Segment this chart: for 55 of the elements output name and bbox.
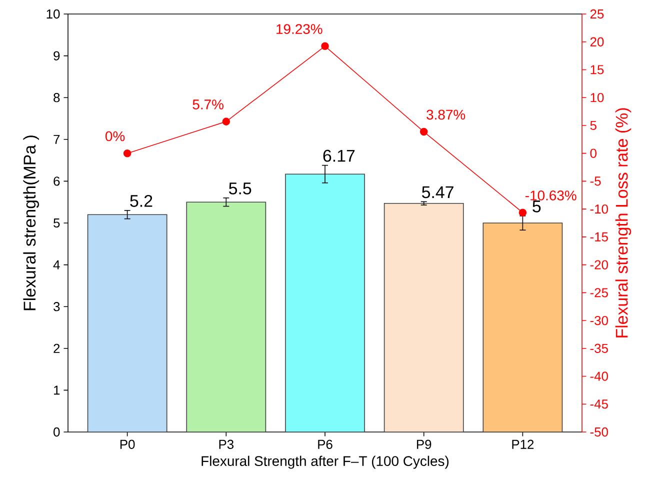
bar [186, 202, 266, 432]
y2-tick-label: -35 [590, 344, 608, 353]
x-tick-label: P12 [512, 440, 534, 449]
y2-tick-label: -30 [590, 316, 608, 326]
y2-tick-label: -15 [590, 232, 608, 242]
point [518, 208, 527, 216]
y2-tick-label: -45 [590, 400, 608, 409]
y-tick-label: 7 [54, 134, 60, 144]
y2-tick-label: -25 [590, 288, 608, 298]
data-label: 6.17 [323, 150, 355, 162]
y2-tick-label: 0 [590, 148, 596, 158]
y2-tick-label: 15 [590, 65, 604, 74]
y2-tick-label: 5 [590, 120, 596, 130]
y-tick-label: 0 [54, 427, 60, 437]
point [123, 149, 132, 158]
x-tick-label: P6 [318, 440, 332, 449]
bar [285, 174, 365, 432]
bar [384, 202, 464, 432]
data-label: 3.87% [426, 110, 466, 120]
y-tick-label: 4 [53, 260, 60, 270]
point [222, 118, 230, 126]
x-tick-label: P9 [416, 440, 432, 449]
y2-tick-label: 10 [590, 93, 604, 102]
data-label: 5 [532, 200, 541, 212]
point [321, 42, 329, 50]
y2-tick-label: -5 [590, 176, 601, 186]
x-axis-title: Flexural Strength after F–T (100 Cycles) [202, 456, 449, 469]
y-tick-label: 6 [54, 176, 60, 186]
y2-tick-label: 25 [590, 9, 604, 19]
y-tick-label: 5 [54, 218, 60, 228]
y2-tick-label: -40 [590, 372, 608, 381]
data-label: 5.47 [422, 186, 454, 198]
y-tick-label: 10 [46, 9, 60, 19]
y2-axis-title: Flexural strength Loss rate (%) [615, 108, 632, 338]
x-tick-label: P3 [219, 440, 234, 449]
data-label: -10.63% [526, 190, 576, 200]
data-label: 5.2 [130, 194, 152, 207]
y2-tick-label: -50 [590, 427, 608, 437]
data-label: 5.7% [192, 100, 224, 110]
y2-tick-label: -20 [590, 260, 608, 270]
data-label: 5.5 [229, 182, 252, 194]
y-tick-label: 2 [54, 344, 60, 353]
y2-tick-label: -10 [590, 204, 608, 214]
bar [482, 222, 563, 432]
y-tick-label: 9 [54, 51, 60, 60]
data-label: 0% [106, 131, 125, 142]
data-label: 19.23% [276, 24, 322, 34]
y-tick-label: 8 [54, 93, 60, 102]
y-tick-label: 1 [54, 386, 60, 395]
y-tick-label: 3 [54, 302, 60, 312]
point [420, 128, 428, 136]
bar [87, 214, 168, 432]
x-tick-label: P0 [120, 440, 135, 449]
y-axis-title: Flexural strength(MPa ) [23, 136, 39, 310]
y2-tick-label: 20 [590, 37, 604, 46]
